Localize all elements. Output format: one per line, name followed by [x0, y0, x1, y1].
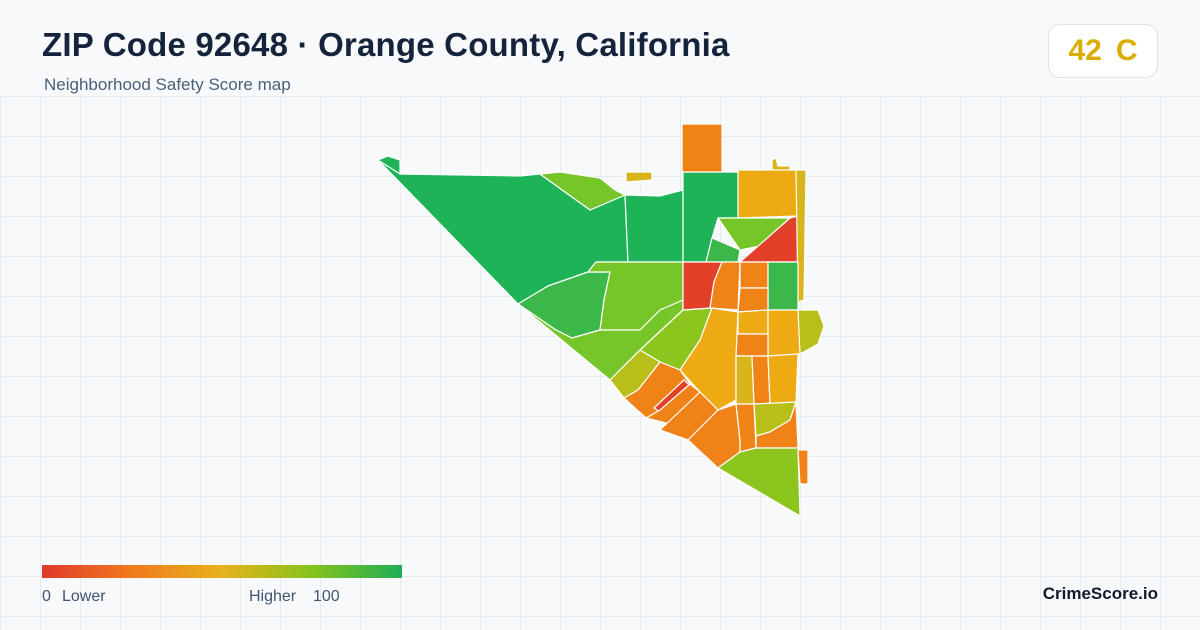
legend-gradient-bar — [42, 565, 402, 578]
map-region[interactable] — [797, 309, 825, 355]
page-subtitle: Neighborhood Safety Score map — [44, 75, 291, 94]
map-region[interactable] — [624, 189, 684, 263]
map-region[interactable] — [735, 355, 755, 405]
map-region[interactable] — [625, 171, 653, 183]
map-region[interactable] — [737, 287, 769, 313]
map-region[interactable] — [735, 333, 769, 357]
map-region[interactable] — [737, 169, 799, 219]
brand-logo-text: CrimeScore.io — [1042, 584, 1158, 603]
map-region[interactable] — [767, 261, 799, 311]
safety-score-grade: C — [1115, 34, 1138, 67]
map-region[interactable] — [767, 353, 799, 405]
legend-high-label: Higher — [249, 588, 297, 605]
legend-min-value: 0 — [42, 588, 51, 605]
page-title: ZIP Code 92648 · Orange County, Californ… — [42, 26, 730, 63]
map-region[interactable] — [751, 355, 771, 405]
map-region[interactable] — [739, 261, 769, 289]
safety-score-value: 42 — [1068, 34, 1102, 67]
legend-labels: 0 Lower Higher 100 — [42, 588, 402, 610]
map-region[interactable] — [539, 171, 626, 211]
map-region[interactable] — [645, 383, 701, 425]
map-region[interactable] — [709, 261, 741, 311]
map-region[interactable] — [767, 309, 801, 357]
safety-score-badge: 42 C — [1048, 24, 1158, 78]
map-region[interactable] — [681, 123, 723, 173]
map-region[interactable] — [377, 155, 401, 175]
legend-low-label: Lower — [62, 588, 106, 605]
legend-max-value: 100 — [313, 588, 340, 605]
map-region[interactable] — [737, 309, 769, 335]
map-region[interactable] — [797, 449, 809, 485]
map-region[interactable] — [717, 447, 801, 517]
